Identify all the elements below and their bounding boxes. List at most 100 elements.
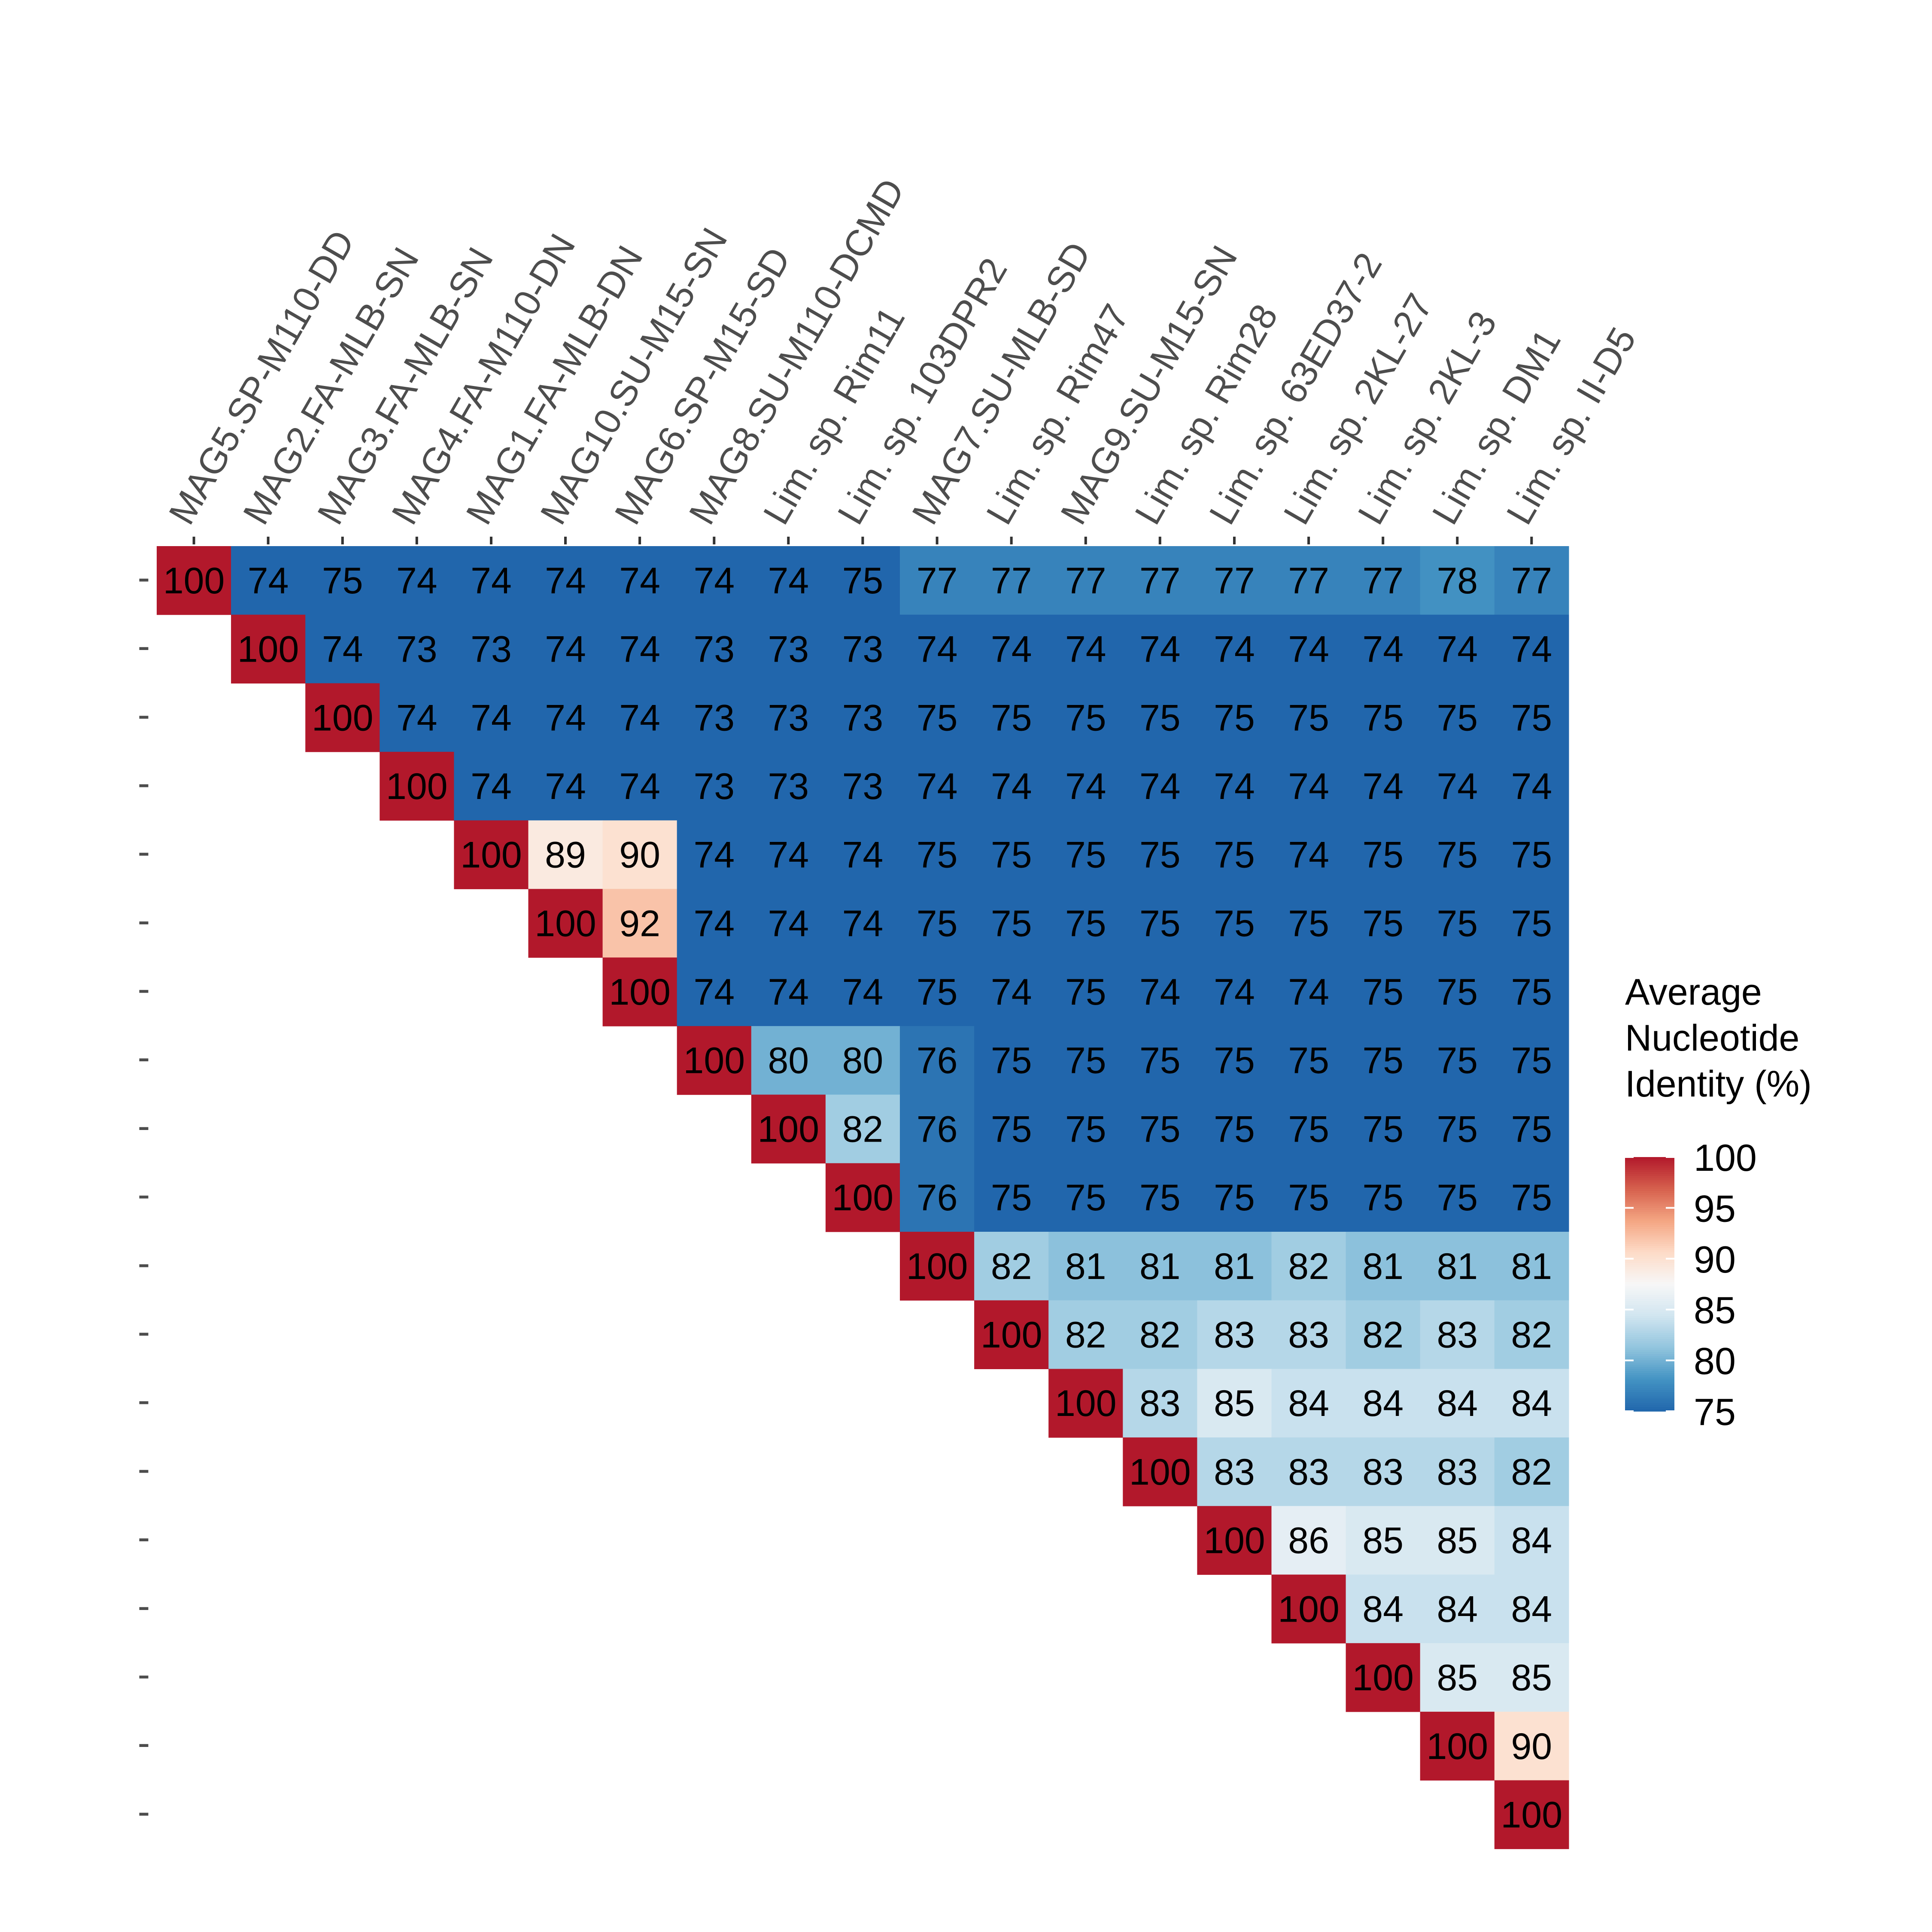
colorbar-segment — [1625, 1400, 1674, 1403]
colorbar-segment — [1625, 1328, 1674, 1331]
colorbar-segment — [1625, 1364, 1674, 1367]
heatmap-cell — [1420, 1643, 1495, 1712]
heatmap-cell — [1346, 1369, 1421, 1438]
heatmap-cell — [1420, 1300, 1495, 1369]
heatmap-cell — [1271, 1163, 1346, 1232]
heatmap-cell — [1494, 1437, 1569, 1507]
cell-value-label: 75 — [1362, 972, 1403, 1013]
heatmap-cell — [1271, 820, 1346, 890]
heatmap-cell — [900, 820, 975, 890]
heatmap-cell — [1271, 1300, 1346, 1369]
colorbar-segment — [1625, 1292, 1674, 1295]
heatmap-cell — [900, 614, 975, 683]
heatmap-cell — [1048, 1094, 1123, 1163]
heatmap-cell — [974, 1300, 1049, 1369]
cell-value-label: 82 — [842, 1109, 884, 1150]
heatmap-cell — [974, 1163, 1049, 1232]
colorbar-segment — [1625, 1309, 1674, 1312]
colorbar-segment — [1625, 1373, 1674, 1376]
heatmap-cell — [1346, 1574, 1421, 1643]
cell-value-label: 76 — [917, 1040, 958, 1081]
legend-tick-label: 90 — [1694, 1238, 1736, 1281]
colorbar-segment — [1625, 1208, 1674, 1211]
cell-value-label: 75 — [1065, 1109, 1106, 1150]
colorbar-segment — [1625, 1180, 1674, 1183]
cell-value-label: 74 — [842, 903, 884, 944]
cell-value-label: 80 — [842, 1040, 884, 1081]
heatmap-cell — [1048, 889, 1123, 958]
cell-value-label: 83 — [1139, 1383, 1181, 1424]
cell-value-label: 84 — [1288, 1383, 1329, 1424]
heatmap-cell — [1346, 1506, 1421, 1575]
cell-value-label: 75 — [1511, 697, 1552, 738]
colorbar-segment — [1625, 1354, 1674, 1357]
heatmap-cell — [231, 546, 306, 615]
heatmap-cell — [602, 820, 677, 890]
cell-value-label: 73 — [693, 697, 735, 738]
heatmap-cell — [454, 683, 529, 752]
heatmap-cell — [1494, 1300, 1569, 1369]
cell-value-label: 100 — [609, 972, 671, 1013]
heatmap-cell — [1420, 1026, 1495, 1095]
heatmap-cell — [1494, 1780, 1569, 1849]
heatmap-cell — [1494, 820, 1569, 890]
heatmap-cell — [1123, 1094, 1197, 1163]
heatmap-cell — [1420, 1369, 1495, 1438]
heatmap-cell — [157, 546, 231, 615]
legend-tick-label: 80 — [1694, 1340, 1736, 1382]
heatmap-cell — [751, 820, 826, 890]
colorbar-segment — [1625, 1343, 1674, 1346]
cell-value-label: 75 — [1362, 697, 1403, 738]
colorbar-segment — [1625, 1231, 1674, 1234]
colorbar-segment — [1625, 1326, 1674, 1329]
cell-value-label: 100 — [832, 1177, 894, 1218]
cell-value-label: 74 — [1288, 835, 1329, 876]
heatmap-cell — [974, 820, 1049, 890]
cell-value-label: 83 — [1214, 1452, 1255, 1493]
heatmap-cell — [1123, 820, 1197, 890]
colorbar-segment — [1625, 1318, 1674, 1321]
row-tick-label: - — [138, 1722, 150, 1764]
heatmap-cell — [380, 614, 454, 683]
legend-tick-label: 75 — [1694, 1391, 1736, 1433]
cell-value-label: 100 — [1129, 1452, 1191, 1493]
heatmap-cell — [677, 752, 752, 821]
heatmap-cell — [677, 820, 752, 890]
heatmap-cell — [974, 957, 1049, 1027]
cell-value-label: 73 — [471, 629, 512, 670]
colorbar-segment — [1625, 1165, 1674, 1168]
cell-value-label: 74 — [842, 835, 884, 876]
colorbar-segment — [1625, 1282, 1674, 1285]
cell-value-label: 84 — [1362, 1383, 1403, 1424]
colorbar-segment — [1625, 1322, 1674, 1325]
heatmap-cell — [825, 546, 900, 615]
cell-value-label: 83 — [1288, 1315, 1329, 1356]
heatmap-cell — [751, 614, 826, 683]
cell-value-label: 81 — [1214, 1246, 1255, 1287]
cell-value-label: 74 — [545, 560, 586, 601]
heatmap-cell — [974, 614, 1049, 683]
cell-value-label: 75 — [1362, 835, 1403, 876]
heatmap-cell — [900, 1232, 975, 1301]
colorbar-segment — [1625, 1398, 1674, 1401]
row-tick-label: - — [138, 1654, 150, 1695]
colorbar-segment — [1625, 1390, 1674, 1393]
colorbar-segment — [1625, 1252, 1674, 1255]
heatmap-cell — [1346, 683, 1421, 752]
heatmap-cell — [825, 820, 900, 890]
heatmap-cell — [1048, 1026, 1123, 1095]
heatmap-cell — [1494, 546, 1569, 615]
heatmap-cell — [751, 683, 826, 752]
cell-value-label: 84 — [1511, 1589, 1552, 1630]
cell-value-label: 74 — [693, 560, 735, 601]
cell-value-label: 74 — [1288, 972, 1329, 1013]
cell-value-label: 74 — [768, 835, 809, 876]
heatmap-cell — [1420, 957, 1495, 1027]
cell-value-label: 77 — [917, 560, 958, 601]
colorbar-segment — [1625, 1290, 1674, 1293]
heatmap-cell — [1123, 546, 1197, 615]
colorbar-segment — [1625, 1385, 1674, 1388]
heatmap-cell — [1123, 1369, 1197, 1438]
cell-value-label: 83 — [1214, 1315, 1255, 1356]
cell-value-label: 74 — [1362, 766, 1403, 807]
